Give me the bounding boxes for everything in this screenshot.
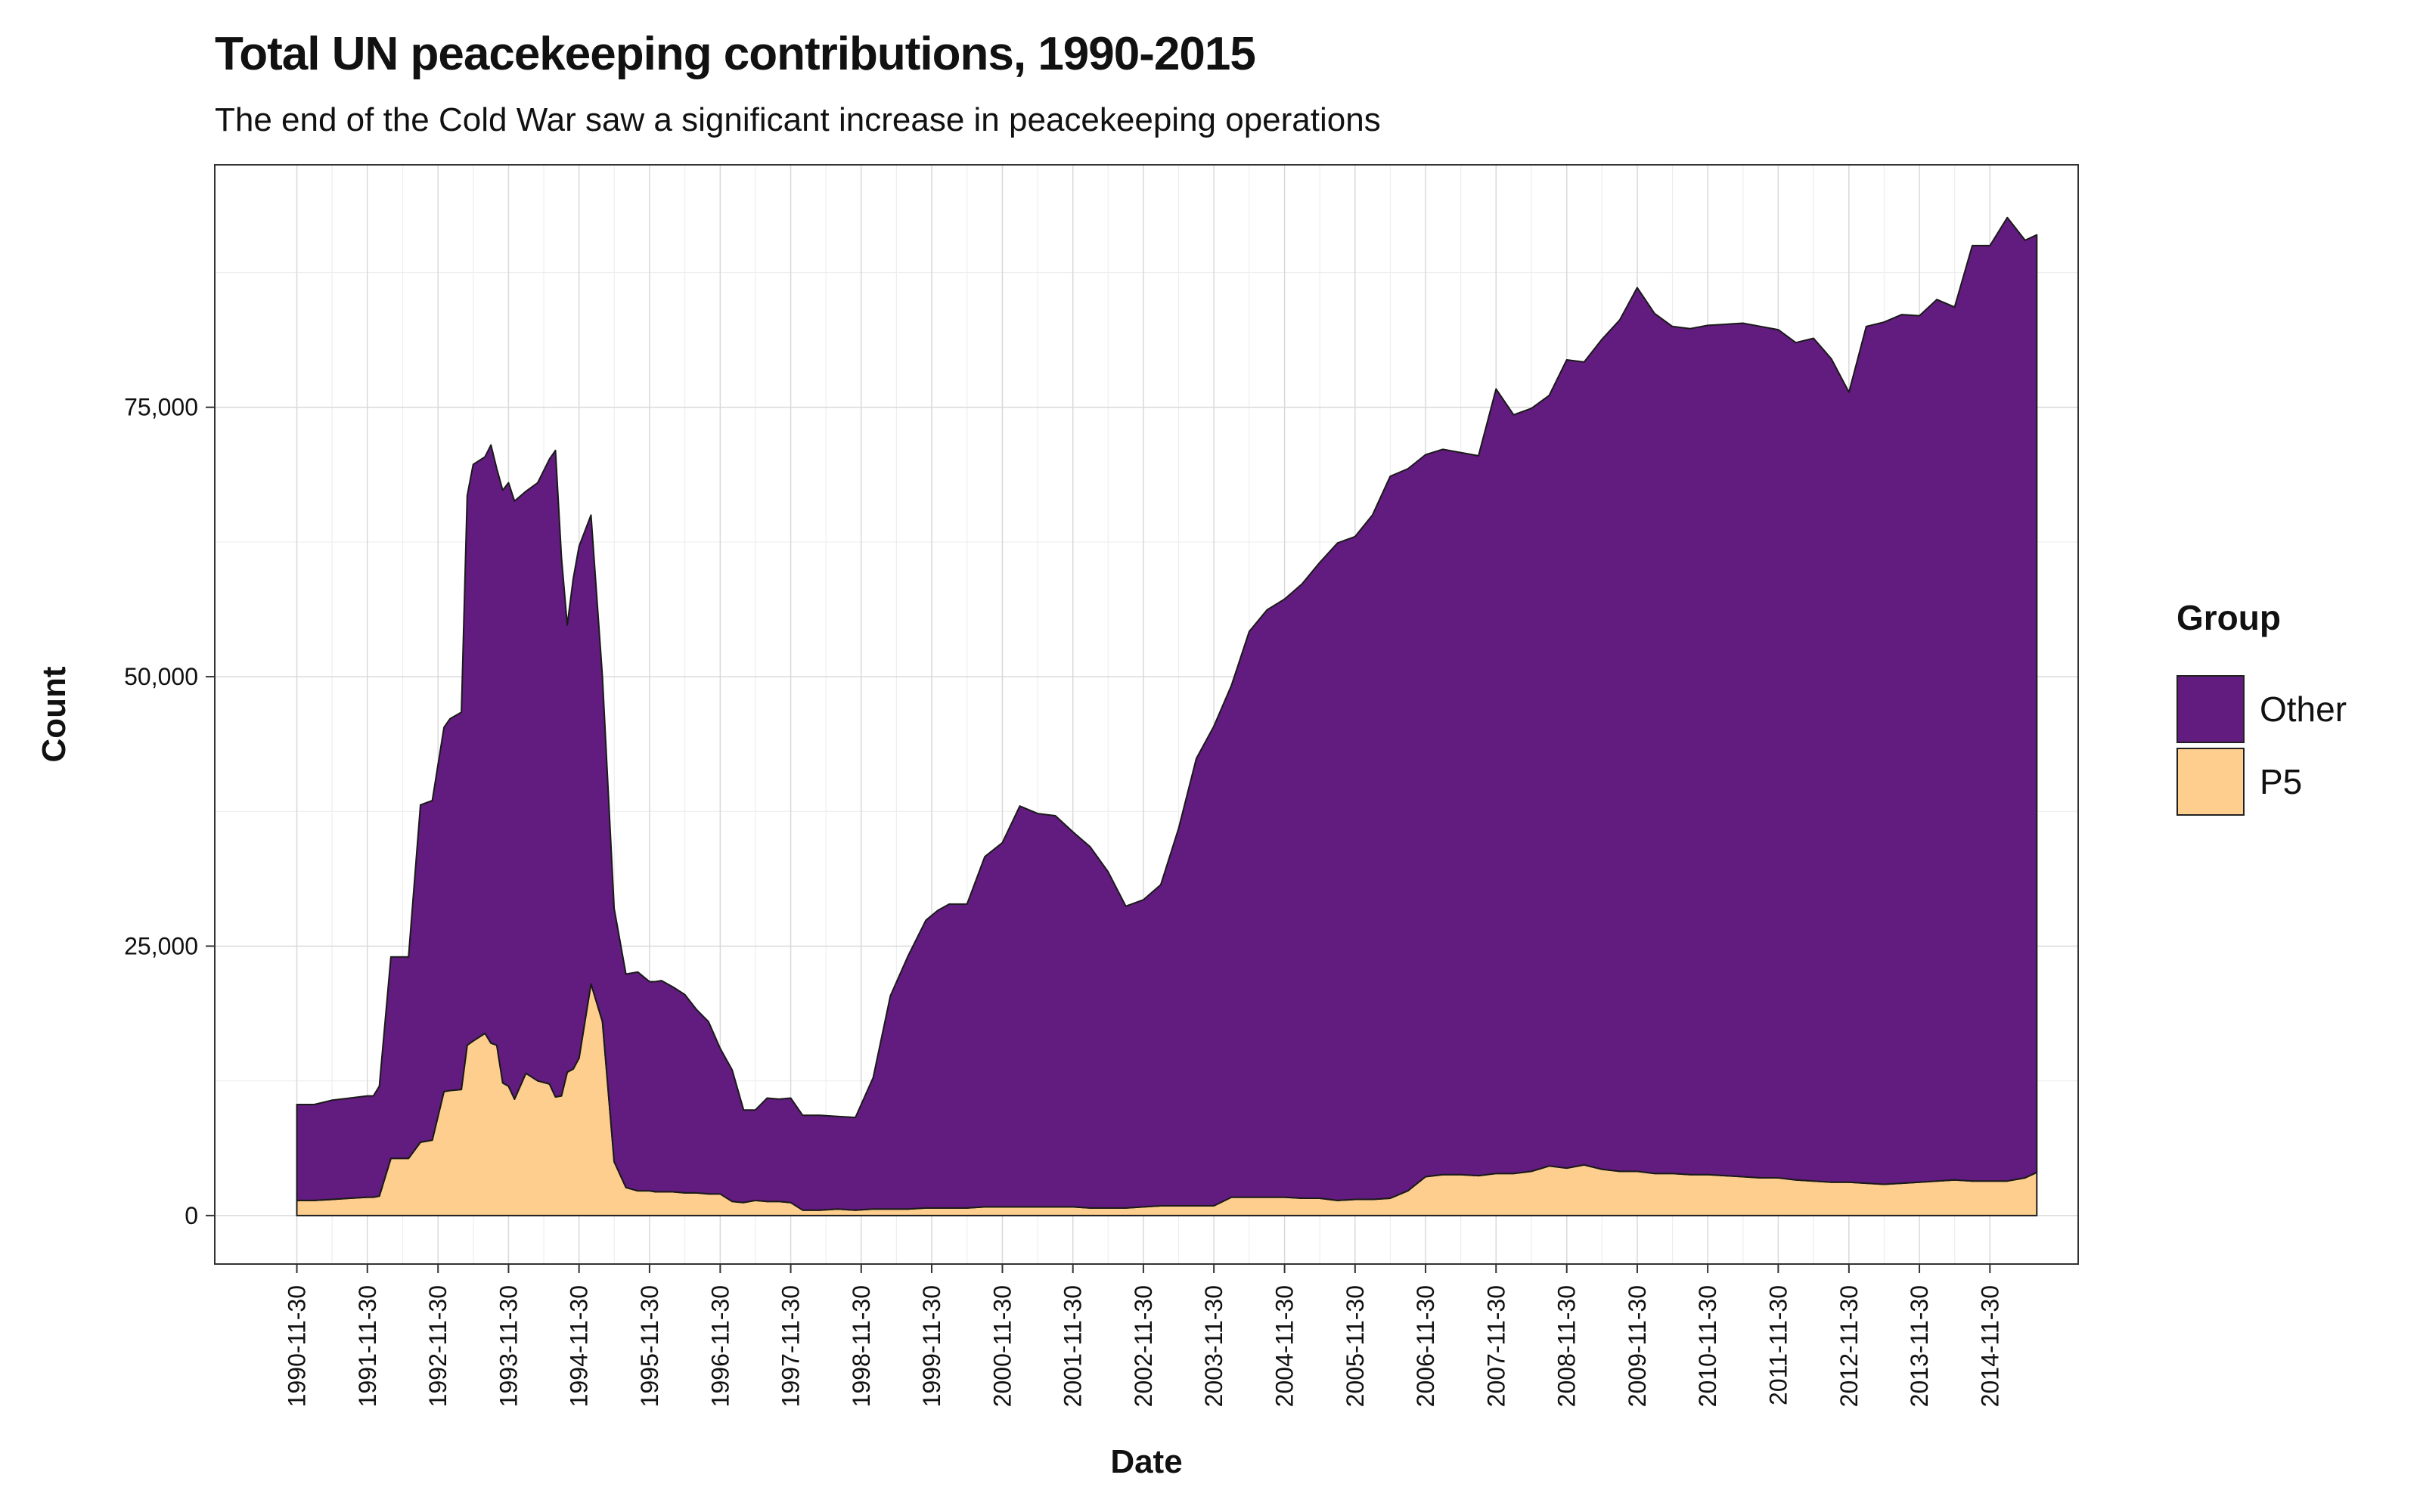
x-tick-label: 2006-11-30 xyxy=(1412,1285,1439,1407)
x-tick-label: 1996-11-30 xyxy=(706,1285,734,1407)
x-tick-label: 1997-11-30 xyxy=(777,1285,805,1407)
x-tick-label: 2009-11-30 xyxy=(1624,1285,1651,1407)
chart-title: Total UN peacekeeping contributions, 199… xyxy=(215,28,1256,80)
legend-title: Group xyxy=(2176,598,2281,637)
x-tick-label: 1999-11-30 xyxy=(918,1285,945,1407)
x-tick-label: 2005-11-30 xyxy=(1342,1285,1369,1407)
legend-item-other: Other xyxy=(2176,673,2403,745)
x-tick-label: 2000-11-30 xyxy=(988,1285,1016,1407)
x-tick-label: 1998-11-30 xyxy=(848,1285,875,1407)
legend-swatch-other xyxy=(2176,675,2245,743)
x-tick-label: 2001-11-30 xyxy=(1060,1285,1087,1407)
area-series-other xyxy=(296,216,2038,1211)
x-tick-label: 2007-11-30 xyxy=(1482,1285,1509,1407)
x-tick-label: 2008-11-30 xyxy=(1553,1285,1581,1407)
y-axis-title: Count xyxy=(36,666,73,762)
x-tick-label: 1994-11-30 xyxy=(566,1285,593,1407)
legend-swatch-p5 xyxy=(2176,748,2245,816)
x-tick-label: 2004-11-30 xyxy=(1271,1285,1298,1407)
x-axis-title: Date xyxy=(1110,1443,1182,1480)
x-tick-label: 1990-11-30 xyxy=(284,1285,311,1407)
x-tick-label: 1992-11-30 xyxy=(424,1285,451,1407)
y-tick-label: 50,000 xyxy=(124,663,198,690)
x-tick-label: 1991-11-30 xyxy=(354,1285,381,1407)
legend-label-other: Other xyxy=(2260,689,2347,729)
legend-item-p5: P5 xyxy=(2176,745,2403,818)
x-tick-label: 2010-11-30 xyxy=(1694,1285,1721,1407)
legend-label-p5: P5 xyxy=(2260,762,2303,801)
stacked-areas xyxy=(296,216,2038,1216)
x-tick-label: 1993-11-30 xyxy=(495,1285,522,1407)
y-tick-label: 75,000 xyxy=(124,394,198,421)
y-tick-label: 0 xyxy=(185,1202,198,1229)
x-tick-label: 2011-11-30 xyxy=(1764,1285,1792,1405)
y-axis: 0 25,000 50,000 75,000 xyxy=(124,394,215,1229)
plot-panel-border xyxy=(214,164,2079,1265)
x-axis: 1990-11-30 1991-11-30 1992-11-30 1993-11-30… xyxy=(284,1264,2003,1407)
x-tick-label: 2014-11-30 xyxy=(1976,1285,2003,1407)
chart-subtitle: The end of the Cold War saw a significan… xyxy=(215,101,1381,138)
legend: Group Other P5 xyxy=(2176,597,2403,818)
x-tick-label: 1995-11-30 xyxy=(636,1285,663,1407)
y-tick-label: 25,000 xyxy=(124,932,198,959)
x-tick-label: 2013-11-30 xyxy=(1906,1285,1933,1407)
x-tick-label: 2012-11-30 xyxy=(1835,1285,1863,1407)
x-tick-label: 2002-11-30 xyxy=(1130,1285,1157,1407)
x-tick-label: 2003-11-30 xyxy=(1200,1285,1227,1407)
